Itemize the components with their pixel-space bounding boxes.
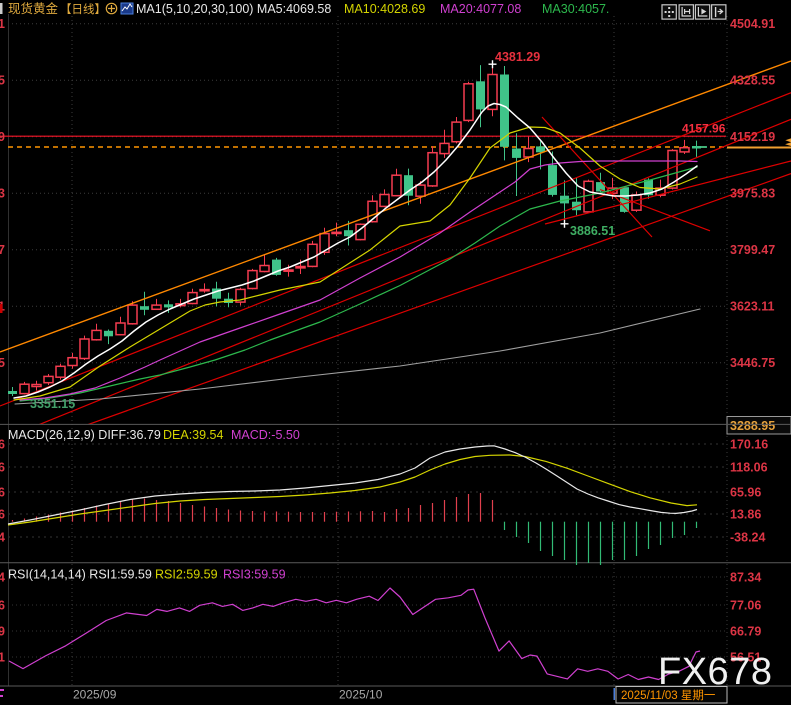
svg-text:3886.51: 3886.51 <box>570 224 615 238</box>
svg-text:4504.91: 4504.91 <box>0 17 5 31</box>
svg-text:4381.29: 4381.29 <box>495 50 540 64</box>
svg-text:MACD(26,12,9) DIFF:36.79: MACD(26,12,9) DIFF:36.79 <box>8 428 161 442</box>
svg-text:MACD:-5.50: MACD:-5.50 <box>231 428 300 442</box>
svg-text:118.06: 118.06 <box>0 460 5 474</box>
svg-text:56.51: 56.51 <box>730 650 761 664</box>
svg-text:65.96: 65.96 <box>730 485 761 499</box>
svg-text:MA20:4077.08: MA20:4077.08 <box>440 2 521 16</box>
svg-text:3623.11: 3623.11 <box>730 300 775 314</box>
svg-text:13.86: 13.86 <box>0 507 5 521</box>
svg-text:DEA:39.54: DEA:39.54 <box>163 428 224 442</box>
svg-text:66.79: 66.79 <box>0 624 5 638</box>
svg-text:170.16: 170.16 <box>0 437 5 451</box>
svg-text:77.06: 77.06 <box>730 598 761 612</box>
svg-text:RSI3:59.59: RSI3:59.59 <box>223 568 286 582</box>
svg-text:3446.75: 3446.75 <box>0 356 5 370</box>
svg-text:87.34: 87.34 <box>0 570 5 584</box>
svg-text:3288.95: 3288.95 <box>730 419 775 433</box>
svg-text:4328.55: 4328.55 <box>0 74 5 88</box>
svg-text:66.79: 66.79 <box>730 624 761 638</box>
svg-text:87.34: 87.34 <box>730 570 761 584</box>
svg-text:3975.83: 3975.83 <box>730 187 775 201</box>
svg-text:2025/11/03 星期一: 2025/11/03 星期一 <box>621 689 716 702</box>
svg-text:4152.19: 4152.19 <box>0 130 5 144</box>
svg-text:3799.47: 3799.47 <box>730 243 775 257</box>
svg-text:4157.96: 4157.96 <box>682 122 726 136</box>
svg-text:3799.47: 3799.47 <box>0 243 5 257</box>
svg-text:3351.15: 3351.15 <box>30 397 75 411</box>
svg-text:2025/09: 2025/09 <box>73 688 117 702</box>
svg-text:118.06: 118.06 <box>730 460 768 474</box>
svg-text:【日线】: 【日线】 <box>60 2 106 16</box>
svg-text:65.96: 65.96 <box>0 485 5 499</box>
svg-text:56.51: 56.51 <box>0 650 5 664</box>
svg-text:77.06: 77.06 <box>0 598 5 612</box>
svg-text:RSI2:59.59: RSI2:59.59 <box>155 568 218 582</box>
svg-text:2025/10: 2025/10 <box>339 688 383 702</box>
svg-text:4328.55: 4328.55 <box>730 74 775 88</box>
svg-text:4152.19: 4152.19 <box>730 130 775 144</box>
svg-text:-38.24: -38.24 <box>0 530 5 544</box>
svg-text:3975.83: 3975.83 <box>0 187 5 201</box>
svg-text:现货黄金: 现货黄金 <box>8 1 59 16</box>
svg-text:170.16: 170.16 <box>730 437 768 451</box>
svg-text:13.86: 13.86 <box>730 507 761 521</box>
svg-text:3446.75: 3446.75 <box>730 356 775 370</box>
svg-text:MA10:4028.69: MA10:4028.69 <box>344 2 425 16</box>
svg-text:3623.11: 3623.11 <box>0 300 5 314</box>
svg-text:RSI(14,14,14) RSI1:59.59: RSI(14,14,14) RSI1:59.59 <box>8 568 152 582</box>
svg-text:-38.24: -38.24 <box>730 530 765 544</box>
svg-text:4504.91: 4504.91 <box>730 17 775 31</box>
svg-text:MA30:4057.: MA30:4057. <box>542 2 609 16</box>
svg-text:MA1(5,10,20,30,100) MA5:4069.5: MA1(5,10,20,30,100) MA5:4069.58 <box>136 2 331 16</box>
